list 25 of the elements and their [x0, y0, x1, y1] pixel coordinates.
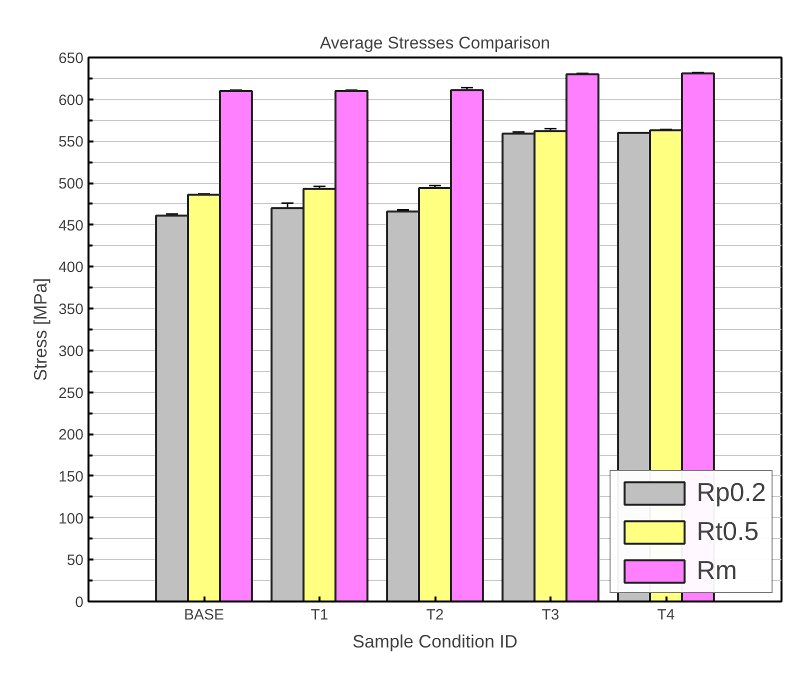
y-tick-label: 600 [58, 92, 84, 109]
y-axis-title: Stress [MPa] [30, 278, 50, 382]
y-tick-label: 650 [58, 50, 84, 67]
legend-label: Rm [696, 555, 738, 586]
y-tick-label: 500 [58, 176, 84, 193]
x-axis-title: Sample Condition ID [352, 632, 518, 652]
y-tick-label: 450 [58, 217, 84, 234]
x-tick-label: T1 [310, 606, 328, 624]
x-tick-label: T4 [657, 606, 675, 624]
chart-title: Average Stresses Comparison [320, 34, 550, 52]
y-tick-label: 400 [58, 259, 84, 276]
x-tick-label: BASE [184, 606, 224, 624]
y-tick-label: 150 [58, 468, 84, 486]
y-tick-label: 550 [58, 134, 84, 151]
y-tick-label: 50 [66, 552, 84, 570]
legend-label: Rt0.5 [696, 516, 759, 547]
x-tick-label: T2 [426, 606, 444, 624]
y-tick-label: 250 [58, 384, 84, 402]
y-tick-label: 0 [75, 594, 84, 611]
legend-label: Rp0.2 [696, 477, 766, 508]
y-tick-label: 350 [58, 301, 84, 318]
y-tick-label: 100 [58, 510, 84, 528]
y-tick-label: 300 [58, 342, 84, 360]
y-tick-label: 200 [58, 426, 84, 444]
x-tick-label: T3 [542, 606, 560, 624]
